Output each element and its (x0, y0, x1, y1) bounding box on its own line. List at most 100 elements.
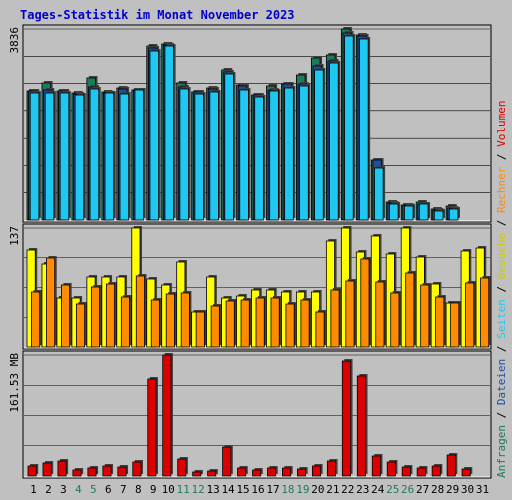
bar-volumen-day-2 (42, 462, 52, 477)
x-label-day-3: 3 (60, 483, 67, 496)
bar-volumen-day-16 (252, 469, 262, 477)
bar-seiten-day-28 (433, 210, 444, 221)
bar-rechner-day-29 (450, 302, 460, 348)
legend-item-volumen: Volumen (495, 100, 508, 146)
x-label-day-15: 15 (236, 483, 249, 496)
x-axis-day-labels: 1 2 3 4 5 6 7 8 9 10 11 12 13 14 15 16 17 18 19 20 21 22 23 24 2… (30, 483, 489, 496)
bar-rechner-day-27 (420, 284, 430, 348)
legend-item-seiten: Seiten (495, 299, 508, 339)
bar-volumen-day-7 (117, 466, 127, 477)
bar-rechner-day-13 (210, 305, 220, 348)
y-max-label-volume: 161.53 MB (8, 353, 21, 413)
chart-title: Tages-Statistik im Monat November 2023 (20, 8, 295, 22)
bar-volumen-day-19 (297, 468, 307, 477)
bar-rechner-day-2 (46, 257, 56, 348)
bar-rechner-day-19 (300, 299, 310, 348)
bar-rechner-day-25 (390, 292, 400, 348)
x-label-day-18: 18 (281, 483, 294, 496)
bar-rechner-day-30 (465, 282, 475, 348)
bar-rechner-day-17 (270, 297, 280, 348)
panel-volume (22, 350, 492, 479)
bar-rechner-day-9 (150, 299, 160, 348)
x-label-day-20: 20 (311, 483, 324, 496)
bar-volumen-day-11 (177, 458, 187, 477)
bar-seiten-day-12 (194, 93, 204, 221)
x-label-day-24: 24 (371, 483, 385, 496)
x-label-day-31: 31 (476, 483, 489, 496)
bar-rechner-day-31 (480, 277, 490, 348)
bar-seiten-day-19 (299, 85, 309, 221)
x-label-day-10: 10 (162, 483, 175, 496)
bar-volumen-day-4 (72, 469, 82, 477)
bar-rechner-day-23 (360, 258, 370, 348)
bar-rechner-day-8 (135, 275, 145, 348)
bar-rechner-day-15 (240, 299, 250, 348)
x-label-day-23: 23 (356, 483, 369, 496)
bar-volumen-day-14 (222, 446, 232, 477)
bar-volumen-day-22 (341, 360, 351, 477)
bar-seiten-day-15 (239, 89, 249, 221)
bar-seiten-day-18 (284, 87, 294, 221)
legend: Anfragen / Dateien / Seiten / Besuche / … (495, 100, 508, 478)
x-label-day-30: 30 (461, 483, 474, 496)
bar-volumen-day-21 (326, 460, 336, 477)
legend-separator: / (495, 147, 508, 167)
bar-volumen-day-9 (147, 378, 157, 477)
x-label-day-9: 9 (150, 483, 157, 496)
panel-frame (22, 350, 492, 479)
x-label-day-6: 6 (105, 483, 112, 496)
legend-item-rechner: Rechner (495, 166, 508, 213)
x-label-day-7: 7 (120, 483, 127, 496)
bar-rechner-day-1 (31, 291, 41, 348)
bar-volumen-day-20 (311, 465, 322, 477)
bar-seiten-day-22 (344, 35, 354, 221)
x-label-day-22: 22 (341, 483, 354, 496)
bar-seiten-day-29 (448, 208, 459, 221)
bar-rechner-day-28 (435, 296, 445, 348)
bar-volumen-day-27 (416, 467, 426, 477)
bar-volumen-day-13 (207, 470, 217, 477)
legend-item-dateien: Dateien (495, 359, 508, 405)
bar-rechner-day-12 (195, 311, 205, 348)
panels (22, 24, 492, 479)
bar-seiten-day-7 (119, 93, 130, 221)
bar-seiten-day-24 (374, 167, 384, 221)
bar-volumen-day-15 (237, 467, 247, 477)
bar-seiten-day-20 (314, 69, 324, 221)
legend-separator: / (495, 405, 508, 425)
x-label-day-5: 5 (90, 483, 97, 496)
bar-seiten-day-11 (179, 88, 189, 221)
y-axis-max-labels: 3836 137 161.53 MB (8, 27, 21, 413)
y-max-label-visits: 137 (8, 226, 21, 246)
x-label-day-2: 2 (45, 483, 52, 496)
bar-seiten-day-8 (134, 89, 145, 221)
bar-rechner-day-4 (76, 303, 86, 348)
x-label-day-26: 26 (401, 483, 414, 496)
x-label-day-28: 28 (431, 483, 444, 496)
bar-volumen-day-3 (57, 460, 67, 477)
bar-rechner-day-10 (165, 293, 175, 348)
bar-volumen-day-26 (401, 466, 411, 477)
legend-separator: / (495, 339, 508, 359)
bar-seiten-day-5 (89, 88, 100, 221)
gridlines (24, 354, 490, 447)
bar-seiten-day-25 (389, 203, 399, 221)
x-label-day-11: 11 (177, 483, 190, 496)
bar-volumen-day-18 (282, 467, 292, 477)
legend-item-anfragen: Anfragen (495, 425, 508, 478)
x-label-day-21: 21 (326, 483, 339, 496)
bar-rechner-day-20 (315, 311, 325, 348)
bar-volumen-day-6 (102, 465, 112, 477)
bar-volumen-day-29 (446, 454, 456, 477)
bar-volumen-day-12 (192, 471, 202, 477)
legend-separator: / (495, 213, 508, 233)
x-label-day-19: 19 (296, 483, 309, 496)
bar-seiten-day-9 (149, 50, 160, 221)
x-label-day-16: 16 (251, 483, 264, 496)
bar-rechner-day-22 (345, 280, 355, 348)
bar-seiten-day-21 (329, 62, 339, 221)
bar-volumen-day-1 (27, 465, 37, 477)
bar-rechner-day-14 (225, 300, 235, 348)
